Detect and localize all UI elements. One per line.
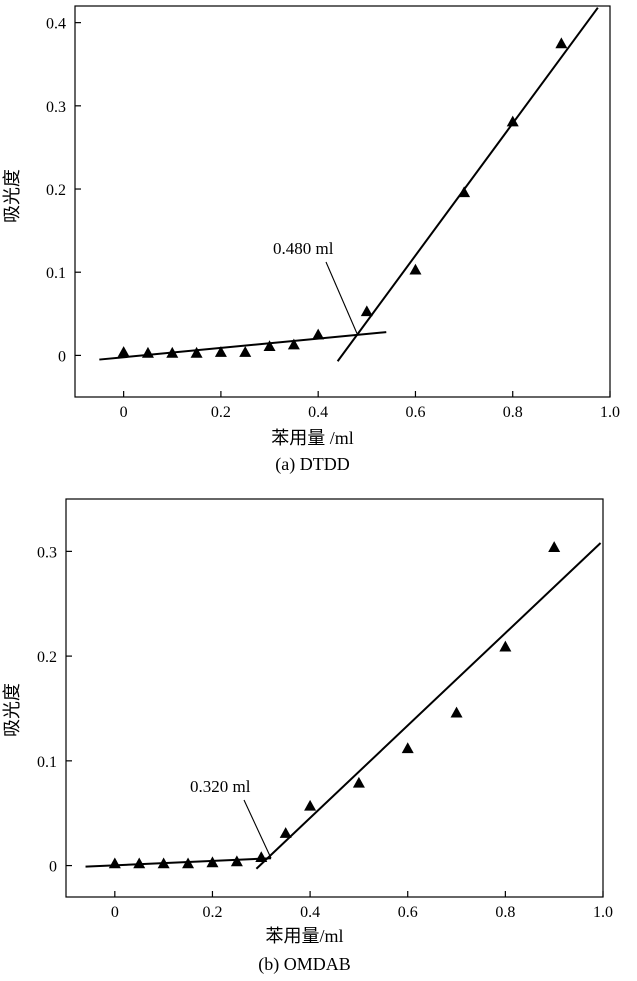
y-tick-label: 0.2 [37, 649, 57, 666]
x-tick-label: 0.2 [211, 404, 231, 421]
data-point [263, 340, 276, 352]
x-tick-label: 0.4 [308, 404, 328, 421]
data-point [133, 857, 146, 869]
x-tick-label: 0 [111, 904, 119, 921]
chart-caption: (b) OMDAB [258, 954, 351, 975]
data-point [352, 776, 365, 788]
data-point [506, 115, 519, 127]
x-tick-label: 0.6 [398, 904, 418, 921]
data-point [279, 827, 292, 838]
data-point [401, 742, 414, 754]
x-tick-label: 1.0 [593, 904, 613, 921]
annotation-leader [325, 261, 358, 334]
data-point [239, 346, 252, 357]
data-point [206, 856, 219, 868]
plot-frame [65, 498, 604, 898]
x-axis-label: 苯用量 /ml [271, 428, 354, 448]
chart-b: 0 0.2 0.4 0.6 0.8 1.0 0 0.1 0.2 0.3 0.320 ml 吸光度苯用量… [2, 498, 613, 975]
annotation-label: 0.480 ml [273, 239, 334, 258]
annotation-leader [243, 799, 272, 859]
data-point [117, 346, 130, 357]
x-tick-label: 0.8 [495, 904, 515, 921]
data-point [255, 851, 268, 862]
chart-caption: (a) DTDD [275, 454, 349, 475]
x-tick-label: 0 [120, 404, 128, 421]
y-tick-label: 0 [58, 348, 66, 365]
data-point [166, 346, 179, 358]
data-point [157, 857, 170, 869]
x-tick-label: 0.4 [300, 904, 320, 921]
y-tick-label: 0.1 [46, 265, 66, 282]
fit-line-2 [336, 7, 599, 362]
data-point [214, 346, 227, 357]
data-point [190, 346, 203, 358]
data-point [499, 640, 512, 652]
plot-frame [74, 5, 611, 398]
data-point [555, 37, 568, 49]
y-tick-label: 0.4 [46, 16, 66, 33]
data-point [108, 857, 121, 869]
data-point [409, 263, 422, 275]
data-point [458, 186, 471, 198]
data-point [230, 855, 243, 867]
x-tick-label: 0.8 [503, 404, 523, 421]
chart-a: 0 0.2 0.4 0.6 0.8 1.0 0 0.1 0.2 0.3 0.4 0.480 ml 吸光度… [2, 5, 620, 475]
x-tick-label: 0.6 [405, 404, 425, 421]
data-point [548, 541, 561, 552]
x-tick-label: 1.0 [600, 404, 620, 421]
y-axis-label: 吸光度 [2, 169, 22, 223]
y-tick-label: 0.1 [37, 754, 57, 771]
y-tick-label: 0.3 [46, 99, 66, 116]
y-tick-label: 0.2 [46, 182, 66, 199]
data-point [182, 857, 195, 869]
data-point [450, 706, 463, 718]
y-axis-label: 吸光度 [2, 683, 22, 737]
data-point [360, 305, 373, 317]
data-point [287, 338, 300, 350]
annotation-label: 0.320 ml [190, 777, 251, 796]
y-tick-label: 0.3 [37, 544, 57, 561]
x-tick-label: 0.2 [202, 904, 222, 921]
data-point [312, 328, 325, 340]
data-point [304, 799, 317, 811]
y-tick-label: 0 [49, 859, 57, 876]
data-point [141, 346, 154, 358]
x-axis-label: 苯用量/ml [265, 926, 343, 946]
fit-line-2 [255, 542, 602, 870]
